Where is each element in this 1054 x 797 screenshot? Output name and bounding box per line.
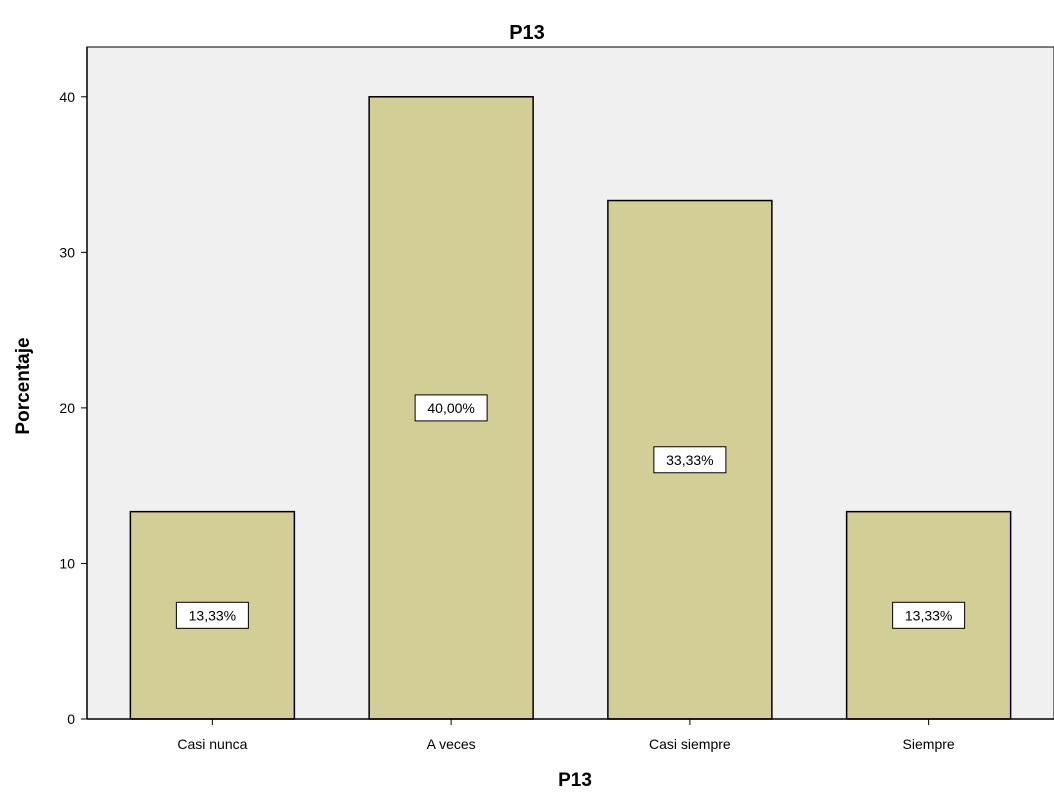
y-axis-title: Porcentaje bbox=[13, 337, 34, 434]
y-tick-label-4: 40 bbox=[59, 89, 75, 105]
x-tick-label-2: Casi siempre bbox=[649, 736, 731, 752]
data-label-box-2 bbox=[653, 446, 727, 474]
y-tick-label-3: 30 bbox=[59, 244, 75, 260]
y-tick-label-2: 20 bbox=[59, 400, 75, 416]
data-label-1: 40,00% bbox=[427, 400, 474, 416]
x-axis-title: P13 bbox=[558, 770, 592, 791]
x-tick-label-1: A veces bbox=[427, 736, 476, 752]
data-label-0: 13,33% bbox=[189, 607, 236, 623]
x-tick-label-0: Casi nunca bbox=[177, 736, 247, 752]
axes-layer: Casi nunca A veces Casi siempre Siempre 0 10 2… bbox=[59, 47, 1054, 752]
y-tick-label-1: 10 bbox=[59, 555, 75, 571]
data-label-3: 13,33% bbox=[905, 607, 952, 623]
data-label-box-0 bbox=[175, 601, 249, 629]
data-label-2: 33,33% bbox=[666, 452, 713, 468]
y-tick-label-0: 0 bbox=[67, 711, 75, 727]
x-tick-label-3: Siempre bbox=[903, 736, 955, 752]
data-label-box-3 bbox=[892, 601, 966, 629]
data-labels-layer: 13,33% 40,00% 33,33% 13,33% bbox=[175, 394, 966, 629]
chart-title: P13 bbox=[509, 22, 545, 44]
data-label-box-1 bbox=[414, 394, 488, 422]
